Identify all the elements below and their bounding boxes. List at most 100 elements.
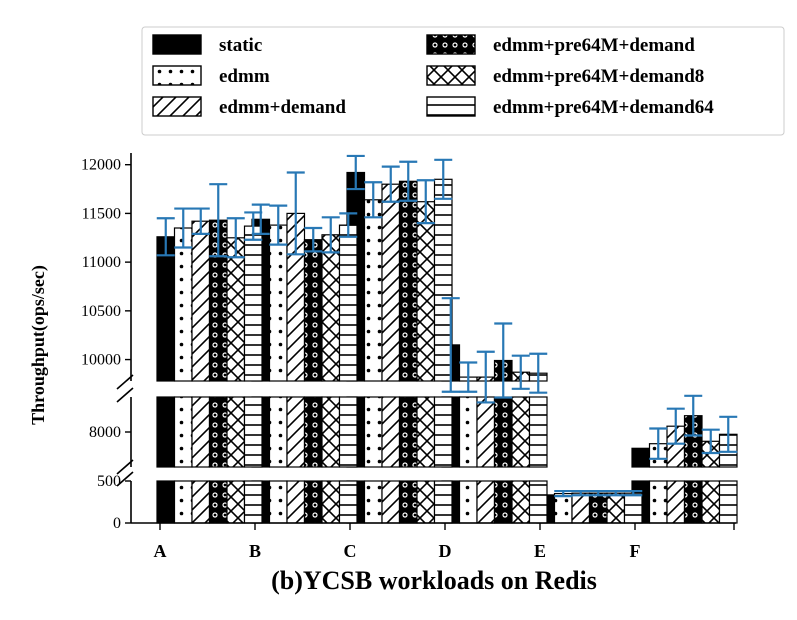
axis-break-mark [116,459,134,475]
y-tick-label-8000: 8000 [89,424,121,441]
legend-label-edmm+pre64M+demand: edmm+pre64M+demand [493,35,695,56]
bar-edmm+pre64M+demand-C [398,180,418,382]
bar-edmm+pre64M+demand-A [208,480,228,524]
bar-edmm+pre64M+demand8-B [321,234,341,382]
bar-edmm+pre64M+demand8-A [226,480,246,524]
y-tick-label-10000: 10000 [81,352,121,369]
bar-edmm+pre64M+demand-B [303,239,323,382]
chart-title: (b)YCSB workloads on Redis [271,566,597,595]
bar-edmm+demand-D [476,480,496,524]
axis-break-mark [116,387,134,403]
x-tick-label-C: C [344,541,357,561]
y-tick-label-500: 500 [97,473,121,490]
bar-edmm+pre64M+demand8-C [416,396,436,468]
bar-edmm+demand-B [286,480,306,524]
y-axis-title: Throughput(ops/sec) [28,265,49,425]
bar-edmm+pre64M+demand8-C [416,201,436,382]
bar-static-A [156,236,176,382]
x-tick-label-F: F [630,541,641,561]
bar-edmm+pre64M+demand64-B [338,480,358,524]
bar-edmm+pre64M+demand64-C [433,396,453,468]
bar-edmm+pre64M+demand-B [303,396,323,468]
y-tick-label-11500: 11500 [82,205,121,222]
legend-label-edmm+demand: edmm+demand [219,97,346,118]
bar-edmm+demand-A [191,220,211,382]
legend-label-edmm+pre64M+demand8: edmm+pre64M+demand8 [493,66,704,87]
bar-edmm+demand-D [476,396,496,468]
bar-edmm-B [268,396,288,468]
bar-edmm+pre64M+demand-C [398,480,418,524]
plot-area: 0 500 8000 10000 10500 11000 11500 12000 A B C D E F [81,153,738,561]
legend-swatch-edmm [152,65,202,86]
bar-edmm-E [553,493,573,524]
y-tick-label-10500: 10500 [81,303,121,320]
x-tick-label-A: A [154,541,167,561]
bar-edmm+pre64M+demand8-E [606,492,626,524]
bar-edmm-D [458,480,478,524]
bar-edmm+pre64M+demand64-A [243,225,263,382]
bar-edmm+pre64M+demand64-A [243,480,263,524]
bar-edmm+pre64M+demand8-A [226,237,246,382]
y-tick-label-11000: 11000 [82,254,121,271]
bar-edmm+pre64M+demand-B [303,480,323,524]
bar-static-A [156,480,176,524]
bar-edmm+pre64M+demand8-D [511,480,531,524]
x-tick-label-D: D [439,541,452,561]
x-tick-label-B: B [249,541,261,561]
legend-swatch-edmm+pre64M+demand8 [426,65,476,86]
y-tick-label-12000: 12000 [81,157,121,174]
legend-label-edmm: edmm [219,66,270,87]
axis-break-mark [116,374,134,390]
bar-edmm-B [268,480,288,524]
legend-label-edmm+pre64M+demand64: edmm+pre64M+demand64 [493,97,714,118]
bar-edmm+pre64M+demand-E [588,492,608,524]
bar-static-F [631,447,651,468]
bar-edmm+pre64M+demand-D [493,396,513,468]
bar-edmm+demand-C [381,480,401,524]
bar-edmm-A [173,396,193,468]
bar-edmm+pre64M+demand-F [683,480,703,524]
bar-edmm-C [363,480,383,524]
y-tick-label-0: 0 [113,515,121,532]
bar-edmm-A [173,227,193,382]
legend-label-static: static [219,35,262,56]
bar-edmm+pre64M+demand64-B [338,224,358,382]
legend-swatch-edmm+demand [152,96,202,117]
bar-static-A [156,396,176,468]
bar-edmm+pre64M+demand8-B [321,480,341,524]
bar-edmm-B [268,224,288,382]
bar-edmm+pre64M+demand64-B [338,396,358,468]
bar-edmm+demand-A [191,396,211,468]
x-tick-label-E: E [534,541,546,561]
bar-edmm+pre64M+demand-C [398,396,418,468]
legend-swatch-edmm+pre64M+demand64 [426,96,476,117]
bar-edmm+pre64M+demand64-C [433,480,453,524]
legend-swatch-static [152,34,202,55]
bar-edmm+demand-B [286,396,306,468]
bar-edmm-A [173,480,193,524]
axis-break-mark [116,471,134,487]
bar-edmm+pre64M+demand8-D [511,396,531,468]
bar-edmm+pre64M+demand64-C [433,178,453,382]
bar-edmm+demand-F [666,480,686,524]
bar-edmm+pre64M+demand8-C [416,480,436,524]
bar-edmm+pre64M+demand8-F [701,480,721,524]
bar-edmm-D [458,396,478,468]
bar-edmm+pre64M+demand64-D [528,480,548,524]
legend-swatch-edmm+pre64M+demand [426,34,476,55]
bar-edmm+pre64M+demand64-D [528,396,548,468]
bar-edmm-F [648,480,668,524]
bar-edmm+pre64M+demand64-F [718,480,738,524]
bar-edmm+pre64M+demand8-B [321,396,341,468]
bar-edmm+pre64M+demand8-A [226,396,246,468]
bar-edmm+demand-C [381,396,401,468]
bar-edmm+demand-A [191,480,211,524]
bar-edmm+pre64M+demand-A [208,396,228,468]
bar-edmm-C [363,199,383,382]
bar-edmm+demand-E [571,492,591,524]
bar-edmm+demand-C [381,183,401,382]
bar-edmm+pre64M+demand64-E [623,492,643,524]
bar-edmm+pre64M+demand-D [493,480,513,524]
legend: static edmm edmm+demand edmm+pre64M+demand e… [152,34,714,118]
